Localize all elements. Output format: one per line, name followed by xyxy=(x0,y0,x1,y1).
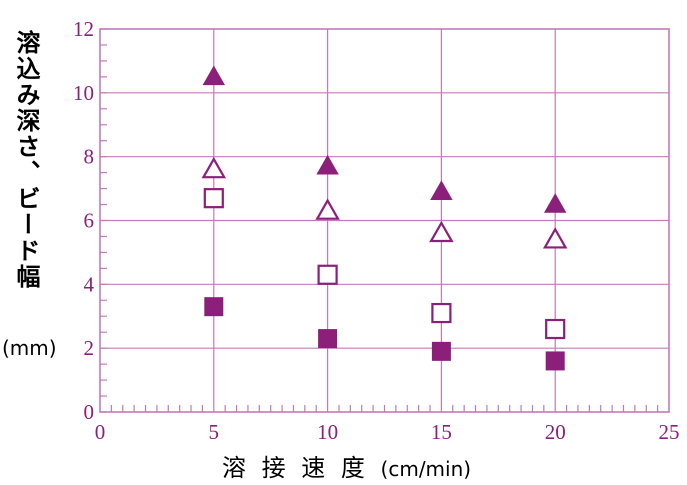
x-tick-label: 10 xyxy=(317,420,338,444)
open-triangle-point xyxy=(201,156,227,179)
filled-square-point xyxy=(204,297,224,317)
x-axis-unit: (cm/min) xyxy=(380,457,472,481)
y-tick-label: 4 xyxy=(84,272,95,296)
y-tick-label: 6 xyxy=(84,209,95,233)
open-triangle-point xyxy=(315,198,340,220)
open-square-point xyxy=(545,318,566,340)
filled-square-point xyxy=(318,329,338,349)
y-tick-label: 12 xyxy=(73,17,94,41)
y-tick-label: 10 xyxy=(73,81,94,105)
open-triangle-point xyxy=(429,220,454,243)
y-axis-unit: (mm) xyxy=(2,336,57,360)
y-tick-label: 8 xyxy=(84,145,95,169)
open-square-point xyxy=(431,302,452,324)
x-axis-label-text: 溶 接 速 度 xyxy=(222,454,369,482)
filled-triangle-point xyxy=(316,154,339,175)
open-square-point xyxy=(203,188,224,209)
open-square-point xyxy=(317,264,338,285)
y-axis-label: 溶込み深さ、ビード幅 xyxy=(12,30,40,290)
x-tick-label: 0 xyxy=(95,420,106,444)
filled-square-point xyxy=(431,341,451,361)
x-axis-label: 溶 接 速 度 (cm/min) xyxy=(222,448,471,483)
open-triangle-point xyxy=(542,227,568,249)
x-tick-label: 15 xyxy=(431,420,452,444)
x-tick-label: 5 xyxy=(209,420,220,444)
x-tick-label: 20 xyxy=(545,420,566,444)
y-tick-label: 2 xyxy=(84,336,95,360)
filled-triangle-point xyxy=(543,193,567,213)
filled-triangle-point xyxy=(202,65,226,86)
x-tick-label: 25 xyxy=(659,420,680,444)
y-tick-label: 0 xyxy=(84,400,95,424)
filled-triangle-point xyxy=(430,180,453,201)
filled-square-point xyxy=(545,351,565,371)
